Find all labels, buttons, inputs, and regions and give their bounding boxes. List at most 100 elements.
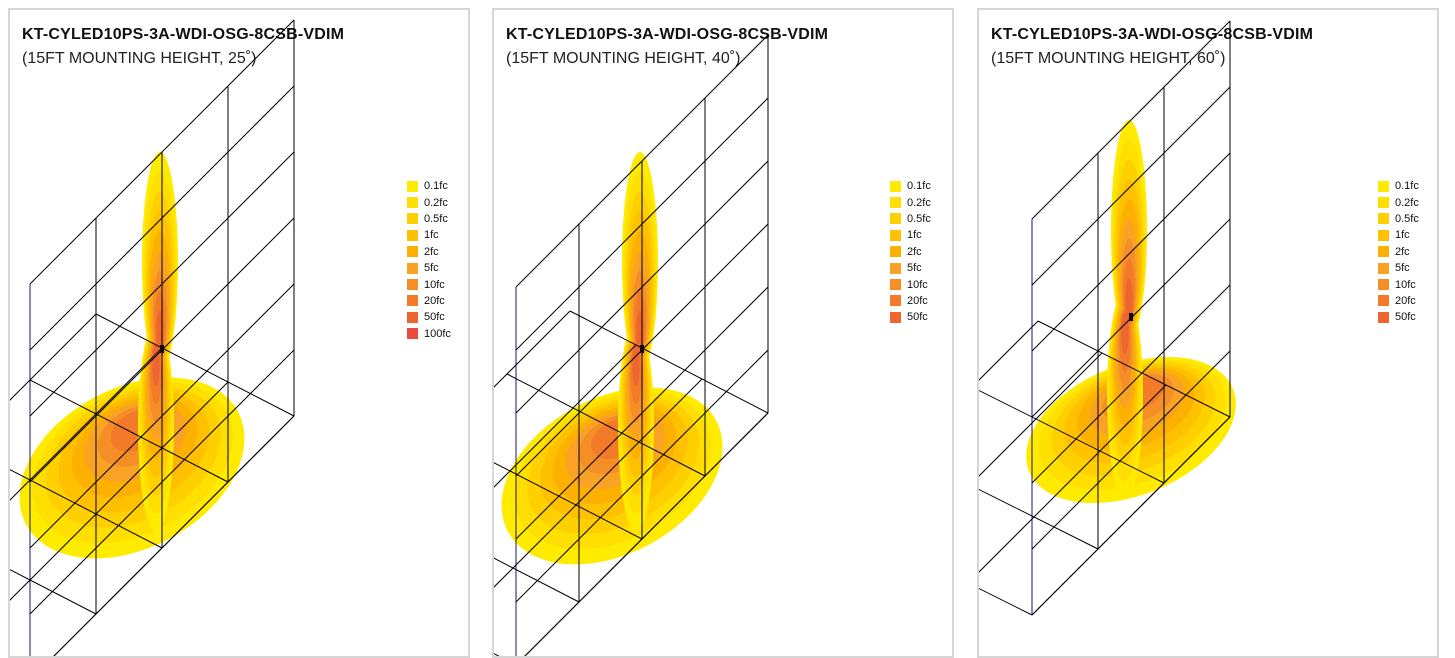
legend-swatch [1378, 279, 1389, 291]
legend-label: 2fc [907, 245, 922, 258]
wall-horizontal-line [29, 349, 295, 615]
legend-label: 50fc [1395, 311, 1416, 324]
legend-swatch [890, 197, 901, 209]
floor-line [95, 313, 295, 417]
legend-label: 20fc [1395, 294, 1416, 307]
legend-item: 100fc [407, 326, 451, 342]
fixture-marker [640, 345, 644, 353]
floor-line [10, 569, 97, 615]
legend-item: 0.1fc [407, 178, 451, 194]
grid-lines [494, 34, 769, 656]
legend-swatch [890, 311, 901, 323]
legend-swatch [890, 295, 901, 307]
wall-horizontal-line [1031, 20, 1231, 220]
panel-subtitle: (15FT MOUNTING HEIGHT, 40˚) [506, 50, 741, 67]
floor-line [494, 310, 571, 388]
legend-item: 20fc [1378, 293, 1419, 309]
legend-swatch [890, 213, 901, 225]
wall-horizontal-line [1031, 350, 1231, 550]
legend-swatch [1378, 213, 1389, 225]
photometric-panel-40deg: KT-CYLED10PS-3A-WDI-OSG-8CSB-VDIM (15FT … [492, 8, 954, 658]
legend-item: 0.2fc [1378, 194, 1419, 210]
legend-item: 2fc [890, 244, 931, 260]
legend-label: 0.5fc [907, 212, 931, 225]
legend-swatch [890, 180, 901, 192]
wall-contour-lower-8 [1121, 312, 1129, 355]
legend-swatch [1378, 295, 1389, 307]
legend-swatch [407, 295, 418, 307]
legend-item: 2fc [1378, 244, 1419, 260]
legend-label: 0.5fc [1395, 212, 1419, 225]
panel-title: KT-CYLED10PS-3A-WDI-OSG-8CSB-VDIM [506, 26, 829, 43]
photometric-panel-60deg: KT-CYLED10PS-3A-WDI-OSG-8CSB-VDIM (15FT … [977, 8, 1439, 658]
wall-isofootcandle-contours [618, 152, 658, 532]
legend-item: 5fc [407, 260, 451, 276]
legend-label: 5fc [907, 262, 922, 275]
legend-item: 0.5fc [407, 211, 451, 227]
panel-title: KT-CYLED10PS-3A-WDI-OSG-8CSB-VDIM [22, 26, 345, 43]
legend-label: 2fc [1395, 245, 1410, 258]
legend-swatch [1378, 262, 1389, 274]
legend-item: 50fc [1378, 309, 1419, 325]
wall-horizontal-line [515, 286, 769, 540]
wall-horizontal-line [29, 19, 295, 285]
wall-isofootcandle-contours [1107, 120, 1147, 500]
legend-label: 1fc [1395, 229, 1410, 242]
legend-label: 1fc [424, 229, 439, 242]
legend-label: 2fc [424, 245, 439, 258]
fixture-marker [1129, 313, 1133, 321]
floor-line [1037, 320, 1231, 418]
legend-swatch [407, 197, 418, 209]
legend-item: 20fc [890, 293, 931, 309]
floor-line [569, 310, 769, 414]
legend: 0.1fc 0.2fc 0.5fc 1fc 2fc 5fc 10fc 20fc 50fc [1378, 178, 1419, 326]
legend-label: 50fc [907, 311, 928, 324]
wall-contour-upper-8 [1125, 278, 1133, 323]
panel-title: KT-CYLED10PS-3A-WDI-OSG-8CSB-VDIM [991, 26, 1314, 43]
legend-item: 2fc [407, 244, 451, 260]
legend-item: 0.1fc [890, 178, 931, 194]
floor-line [1031, 416, 1231, 616]
legend-swatch [407, 213, 418, 225]
legend-swatch [1378, 311, 1389, 323]
photometric-panel-25deg: KT-CYLED10PS-3A-WDI-OSG-8CSB-VDIM (15FT … [8, 8, 470, 658]
wall-horizontal-line [515, 349, 769, 603]
floor-line [979, 320, 1039, 381]
wall-isofootcandle-contours [138, 152, 178, 532]
legend-item: 10fc [1378, 276, 1419, 292]
legend-item: 50fc [407, 309, 451, 325]
legend-item: 0.1fc [1378, 178, 1419, 194]
legend-swatch [407, 311, 418, 323]
wall-horizontal-line [515, 34, 769, 288]
legend-item: 5fc [1378, 260, 1419, 276]
legend-label: 1fc [907, 229, 922, 242]
legend-label: 10fc [424, 278, 445, 291]
wall-horizontal-line [29, 85, 295, 351]
legend-swatch [407, 180, 418, 192]
legend-swatch [407, 328, 418, 340]
legend-item: 50fc [890, 309, 931, 325]
legend-swatch [1378, 229, 1389, 241]
legend-swatch [407, 246, 418, 258]
legend-swatch [1378, 197, 1389, 209]
floor-line [10, 469, 163, 549]
fixture-marker [160, 345, 164, 353]
floor-line [494, 653, 500, 656]
legend-label: 10fc [907, 278, 928, 291]
legend-label: 20fc [424, 294, 445, 307]
legend-swatch [1378, 246, 1389, 258]
isofootcandle-plot [494, 34, 769, 656]
isofootcandle-plot [10, 19, 295, 656]
legend-swatch [890, 229, 901, 241]
legend-label: 10fc [1395, 278, 1416, 291]
legend-item: 10fc [407, 276, 451, 292]
legend-swatch [407, 229, 418, 241]
floor-line [494, 462, 643, 540]
floor-line [506, 373, 706, 477]
wall-horizontal-line [29, 151, 295, 417]
floor-line [979, 384, 1167, 573]
legend-label: 100fc [424, 327, 451, 340]
legend-label: 5fc [1395, 262, 1410, 275]
floor-line [979, 488, 1099, 550]
legend-item: 0.2fc [890, 194, 931, 210]
